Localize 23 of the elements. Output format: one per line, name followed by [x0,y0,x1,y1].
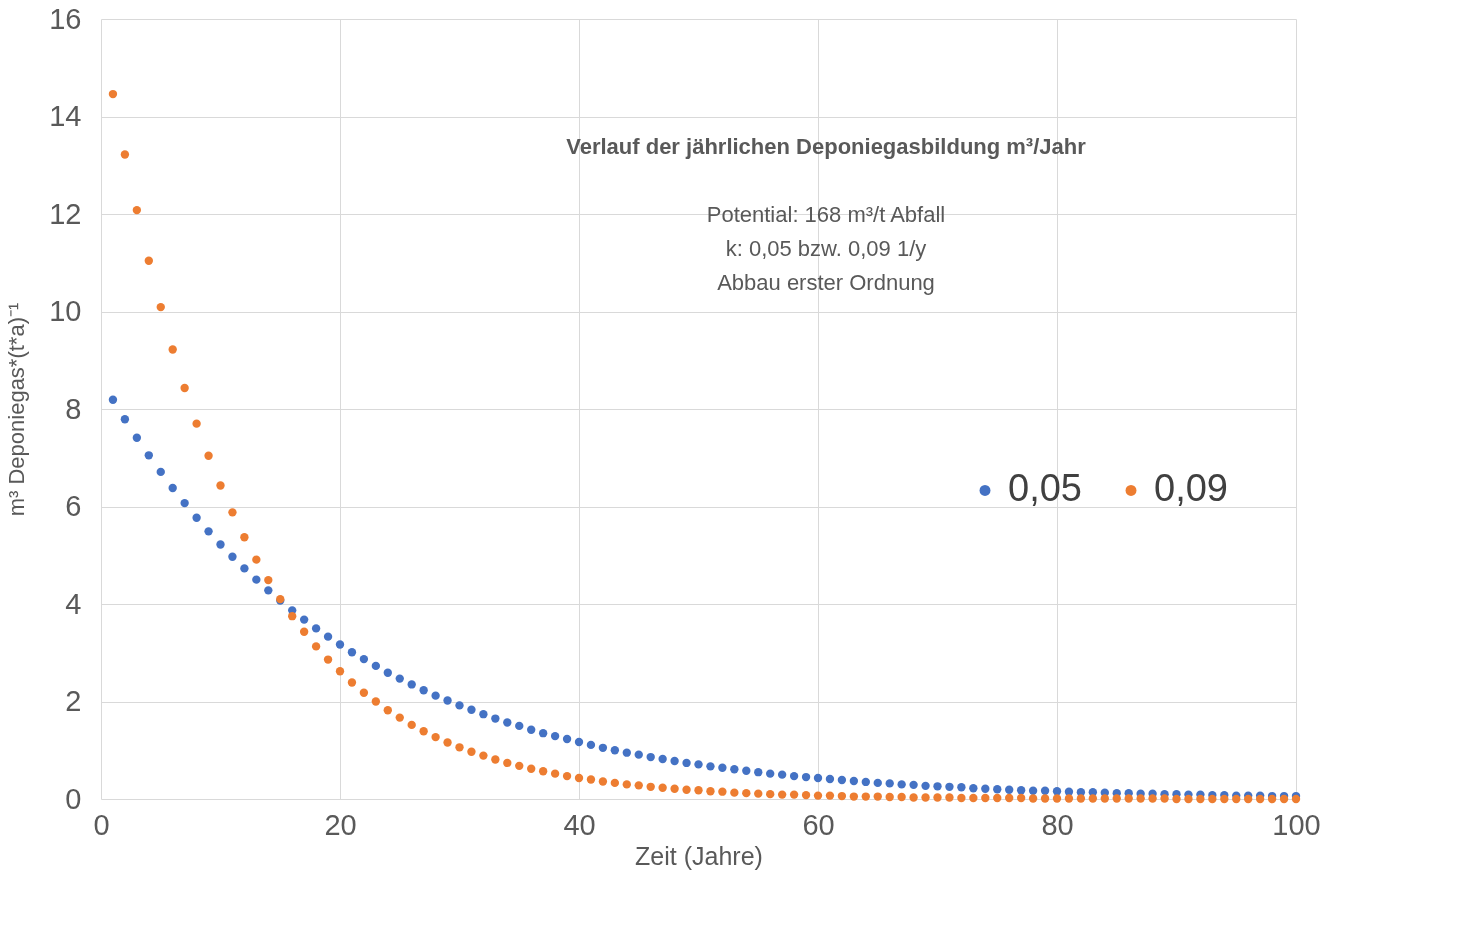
x-axis-title: Zeit (Jahre) [635,841,763,870]
x-tick-label: 0 [93,808,110,841]
y-tick-label: 4 [65,587,82,620]
text: Verlauf der jährlichen Deponiegasbildung m³/Jahr [566,134,1087,159]
annotation: Potential: 168 m³/t Abfall [706,202,946,227]
legend-label: 0,09 [1154,467,1228,510]
x-tick-label: 100 [1272,808,1321,841]
x-tick-label: 20 [324,808,357,841]
y-tick-label: 2 [65,685,82,717]
y-tick-label: 6 [65,490,82,522]
y-tick-label: 10 [49,295,82,327]
y-tick-label: 14 [49,100,82,132]
y-tick-label: 8 [65,392,82,425]
legend-label: 0,05 [1008,467,1082,510]
y-axis-title: m³ Deponiegas*(t*a)⁻¹ [4,302,30,517]
x-tick-label: 60 [802,808,835,841]
annotation: k: 0,05 bzw. 0,09 1/y [725,236,927,261]
x-tick-label: 80 [1041,808,1074,841]
y-tick-label: 12 [49,197,82,230]
y-tick-label: 16 [49,2,82,35]
x-tick-label: 40 [563,808,596,841]
y-tick-label: 0 [65,782,82,815]
annotation: Abbau erster Ordnung [717,270,935,295]
